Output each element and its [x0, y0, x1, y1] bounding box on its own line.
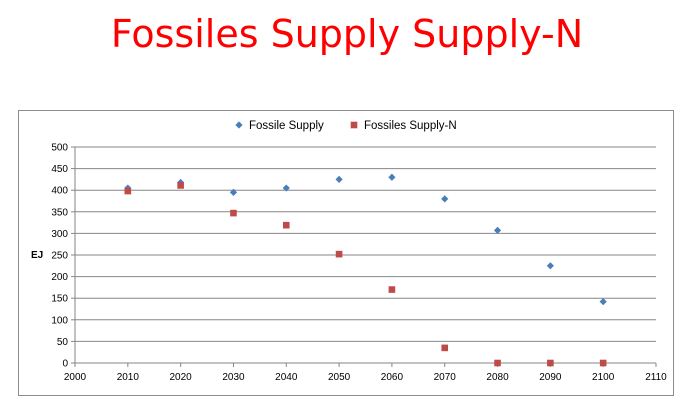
- y-tick-label: 450: [51, 164, 68, 175]
- gridlines: [75, 146, 656, 342]
- y-tick-label: 400: [51, 186, 68, 197]
- x-tick-label: 2030: [222, 372, 245, 383]
- data-point-series-1: [282, 184, 290, 192]
- x-tick-label: 2060: [381, 372, 404, 383]
- y-tick-label: 350: [51, 207, 68, 218]
- y-tick-label: 150: [51, 294, 68, 305]
- x-tick-label: 2050: [328, 372, 351, 383]
- x-tick-label: 2000: [64, 372, 87, 383]
- data-point-series-1: [493, 226, 502, 234]
- data-point-series-2: [282, 221, 290, 229]
- y-tick-label: 200: [51, 272, 68, 283]
- slide-title: Fossiles Supply Supply-N: [110, 12, 584, 56]
- legend-label-2: Fossiles Supply-N: [364, 120, 457, 132]
- data-point-series-2: [388, 286, 396, 293]
- x-tick-label: 2110: [645, 372, 667, 383]
- x-tick-label: 2040: [275, 372, 298, 383]
- axes: [71, 146, 657, 367]
- y-tick-label: 100: [51, 315, 68, 326]
- data-point-series-1: [441, 195, 449, 203]
- x-tick-label: 2080: [486, 372, 509, 383]
- data-point-series-1: [546, 262, 554, 270]
- legend-marker-2: [350, 121, 358, 129]
- data-point-series-2: [335, 250, 343, 258]
- x-tick-labels: 2000 2010 2020 2030 2040 2050 2060 2070 2080 2090…: [64, 372, 667, 383]
- data-point-series-2: [599, 359, 607, 367]
- y-tick-label: 50: [57, 337, 69, 348]
- x-tick-label: 2020: [170, 372, 193, 383]
- data-point-series-1: [599, 298, 607, 306]
- y-tick-label: 300: [51, 229, 68, 240]
- data-point-series-2: [547, 359, 554, 367]
- y-tick-labels: 0 50 100 150 200 250 300 350 400 450 500: [51, 143, 68, 370]
- y-axis-label: EJ: [31, 250, 43, 261]
- chart-frame: 0 50 100 150 200 250 300 350 400 450 500 2000 2010 2…: [18, 110, 674, 396]
- y-tick-label: 0: [62, 359, 68, 370]
- x-tick-label: 2090: [539, 372, 562, 383]
- data-point-series-2: [494, 359, 501, 367]
- x-tick-label: 2010: [117, 372, 140, 383]
- x-tick-label: 2100: [592, 372, 615, 383]
- data-point-series-1: [335, 175, 343, 183]
- data-point-series-2: [441, 344, 449, 352]
- data-point-series-2: [124, 187, 132, 195]
- data-point-series-2: [177, 182, 184, 189]
- legend-marker-1: [235, 121, 243, 129]
- y-tick-label: 500: [51, 143, 68, 154]
- legend-label-1: Fossile Supply: [249, 120, 324, 132]
- data-points: [124, 173, 607, 367]
- data-point-series-2: [230, 209, 237, 217]
- data-point-series-1: [388, 173, 396, 181]
- x-tick-label: 2070: [434, 372, 457, 383]
- legend: Fossile Supply Fossiles Supply-N: [235, 120, 457, 132]
- y-tick-label: 250: [51, 251, 68, 262]
